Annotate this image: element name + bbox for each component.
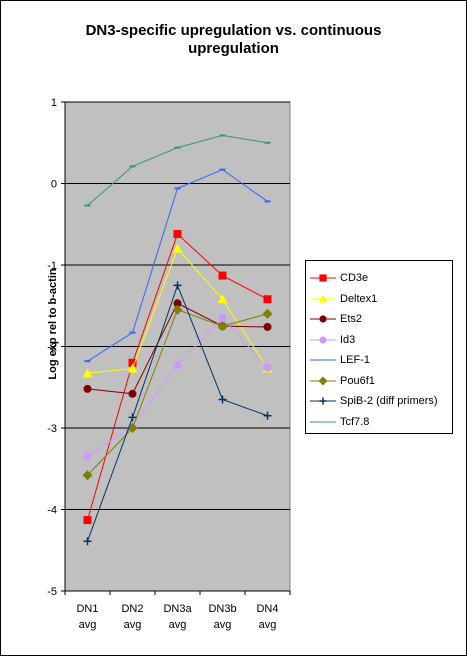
legend-item-cd3e: CD3e (306, 269, 452, 289)
legend-swatch (310, 359, 336, 361)
legend-swatch (310, 335, 336, 344)
y-tick-label: -3 (47, 423, 57, 435)
legend-item-tcf7-8: Tcf7.8 (306, 413, 452, 433)
data-point-spib-2-diff-primers (218, 395, 227, 404)
legend-label: Deltex1 (340, 292, 378, 305)
legend-swatch-marker (318, 294, 328, 303)
x-tick-label: avg (124, 619, 142, 631)
data-point-id3 (263, 363, 272, 372)
legend-label: LEF-1 (340, 354, 370, 366)
legend-label: Id3 (340, 333, 356, 346)
chart-title-line-2: upregulation (188, 40, 279, 57)
x-tick-label: DN1 (76, 603, 98, 615)
legend-swatch-marker (319, 315, 327, 323)
legend-item-pou6f1: Pou6f1 (306, 372, 452, 392)
legend-label: Tcf7.8 (340, 415, 370, 428)
data-point-cd3e (128, 358, 137, 367)
legend-label: SpiB-2 (diff primers) (340, 395, 438, 407)
data-point-pou6f1 (82, 470, 93, 481)
legend-label: Ets2 (340, 313, 363, 325)
data-point-cd3e (173, 230, 182, 239)
data-point-pou6f1 (262, 308, 273, 319)
y-tick-label: -5 (47, 586, 57, 598)
data-point-ets2 (83, 384, 92, 393)
legend-swatch (310, 315, 336, 323)
x-tick-label: avg (214, 619, 232, 631)
x-tick-label: avg (79, 619, 97, 631)
data-point-deltex1 (217, 294, 228, 304)
data-point-cd3e (83, 516, 92, 525)
y-tick-label: -2 (47, 342, 57, 354)
x-tick-label: avg (169, 619, 187, 631)
y-tick-label: 1 (51, 97, 57, 109)
legend-swatch-marker (318, 376, 328, 385)
legend: CD3e Deltex1 Ets2 Id3 LEF-1 Pou6f1 SpiB-2 (dif… (305, 260, 453, 434)
data-point-spib-2-diff-primers (83, 537, 92, 546)
chart-title-line-1: DN3-specific upregulation vs. continuous (85, 22, 382, 39)
data-point-cd3e (263, 295, 272, 304)
legend-item-deltex1: Deltex1 (306, 290, 452, 310)
data-point-id3 (173, 361, 182, 370)
data-point-deltex1 (82, 368, 93, 378)
legend-swatch (310, 274, 336, 282)
legend-item-spib-2-diff-primers: SpiB-2 (diff primers) (306, 392, 452, 412)
y-tick-label: -4 (47, 505, 57, 517)
data-point-spib-2-diff-primers (128, 413, 137, 422)
data-point-ets2 (263, 322, 272, 331)
legend-swatch-marker (319, 335, 327, 344)
y-tick-label: 0 (51, 179, 57, 191)
legend-swatch-marker (319, 274, 327, 282)
data-point-pou6f1 (172, 304, 183, 315)
x-tick-label: DN4 (256, 603, 278, 615)
data-point-ets2 (128, 389, 137, 398)
x-tick-label: DN2 (121, 603, 143, 615)
legend-item-ets2: Ets2 (306, 310, 452, 330)
data-point-id3 (218, 313, 227, 322)
data-point-id3 (83, 452, 92, 461)
legend-label: Pou6f1 (340, 374, 375, 387)
data-point-cd3e (218, 271, 227, 280)
legend-label: CD3e (340, 272, 369, 284)
data-point-deltex1 (127, 363, 138, 373)
data-point-spib-2-diff-primers (173, 281, 182, 290)
x-tick-label: DN3b (208, 603, 236, 615)
data-point-spib-2-diff-primers (263, 411, 272, 420)
legend-swatch-marker (319, 397, 327, 405)
y-tick-label: -1 (47, 260, 57, 272)
legend-swatch (310, 294, 336, 303)
legend-swatch (310, 421, 336, 422)
data-point-ets2 (173, 299, 182, 308)
x-tick-label: avg (259, 619, 277, 631)
legend-swatch (310, 397, 336, 405)
data-point-pou6f1 (217, 321, 228, 332)
legend-item-lef-1: LEF-1 (306, 351, 452, 371)
data-point-deltex1 (172, 243, 183, 253)
legend-swatch (310, 376, 336, 385)
legend-item-id3: Id3 (306, 331, 452, 351)
x-tick-label: DN3a (163, 603, 192, 615)
